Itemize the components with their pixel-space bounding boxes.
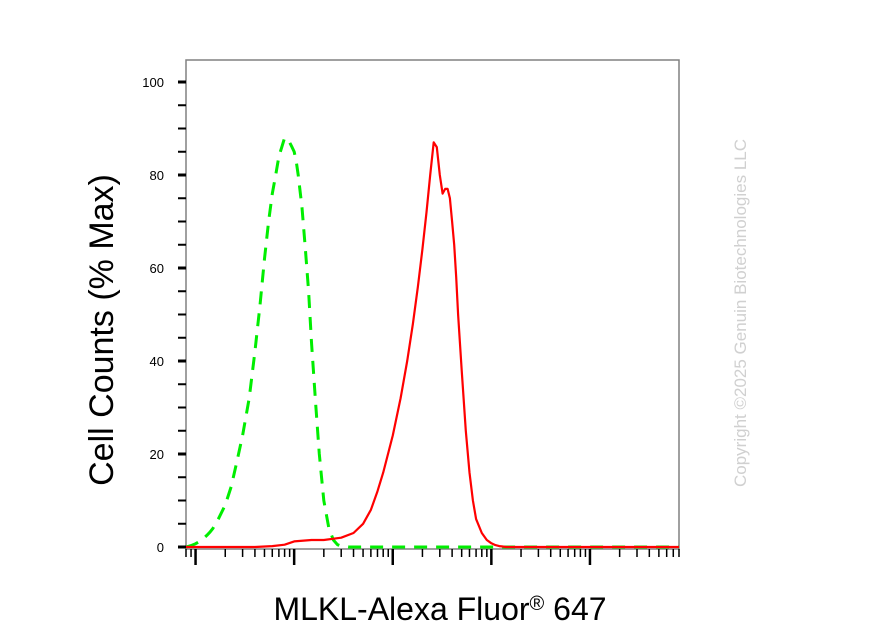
y-tick-label: 20: [150, 447, 164, 462]
x-axis-title: MLKL-Alexa Fluor® 647: [273, 591, 606, 627]
x-axis-title-main: MLKL-Alexa Fluor: [273, 591, 529, 627]
y-tick-label: 100: [142, 75, 164, 90]
copyright-watermark: Copyright ©2025 Genuin Biotechnologies L…: [731, 139, 750, 487]
series-line-green-dashed: [186, 136, 679, 549]
y-tick-label: 0: [157, 540, 164, 555]
y-axis: 0 20 40 60 80 100: [142, 75, 186, 555]
x-axis: [185, 549, 680, 565]
x-axis-title-suffix: 647: [544, 591, 606, 627]
y-tick-label: 40: [150, 354, 164, 369]
series-layer: [186, 136, 679, 549]
plot-frame: [185, 59, 680, 550]
y-axis-title: Cell Counts (% Max): [83, 174, 121, 486]
x-axis-title-superscript: ®: [530, 593, 545, 615]
series-line-red-solid: [186, 141, 679, 549]
y-tick-label: 80: [150, 168, 164, 183]
y-tick-label: 60: [150, 261, 164, 276]
